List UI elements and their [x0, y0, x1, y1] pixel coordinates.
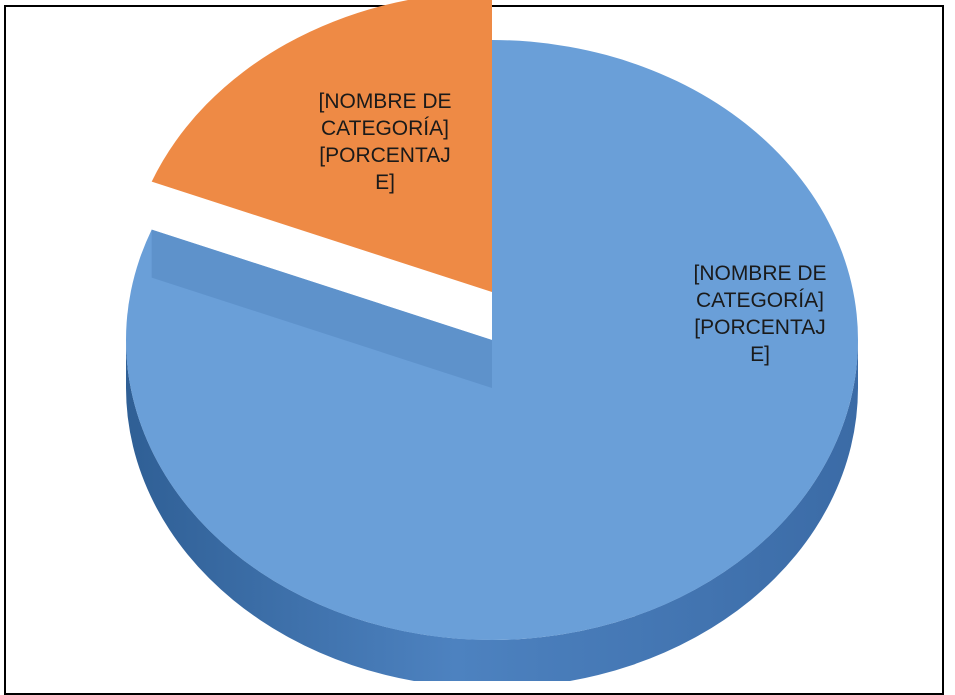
pie-slice-1 — [125, 40, 858, 640]
pie-slice-2 — [151, 0, 492, 292]
data-label-line: E] — [375, 171, 395, 194]
data-label-slice-1: [NOMBRE DE CATEGORÍA] [PORCENTAJ E] — [693, 262, 826, 366]
pie-inner-wall — [151, 229, 492, 388]
data-label-slice-2: [NOMBRE DE CATEGORÍA] [PORCENTAJ E] — [318, 90, 451, 194]
data-label-line: CATEGORÍA] — [321, 117, 449, 140]
data-label-line: [NOMBRE DE — [318, 90, 451, 113]
data-label-line: E] — [750, 343, 770, 366]
data-label-line: [PORCENTAJ — [694, 316, 825, 339]
pie-chart: [NOMBRE DE CATEGORÍA] [PORCENTAJ E][NOMBRE … — [125, 0, 858, 681]
data-label-line: CATEGORÍA] — [696, 289, 824, 312]
data-label-line: [PORCENTAJ — [319, 144, 450, 167]
data-label-line: [NOMBRE DE — [693, 262, 826, 285]
